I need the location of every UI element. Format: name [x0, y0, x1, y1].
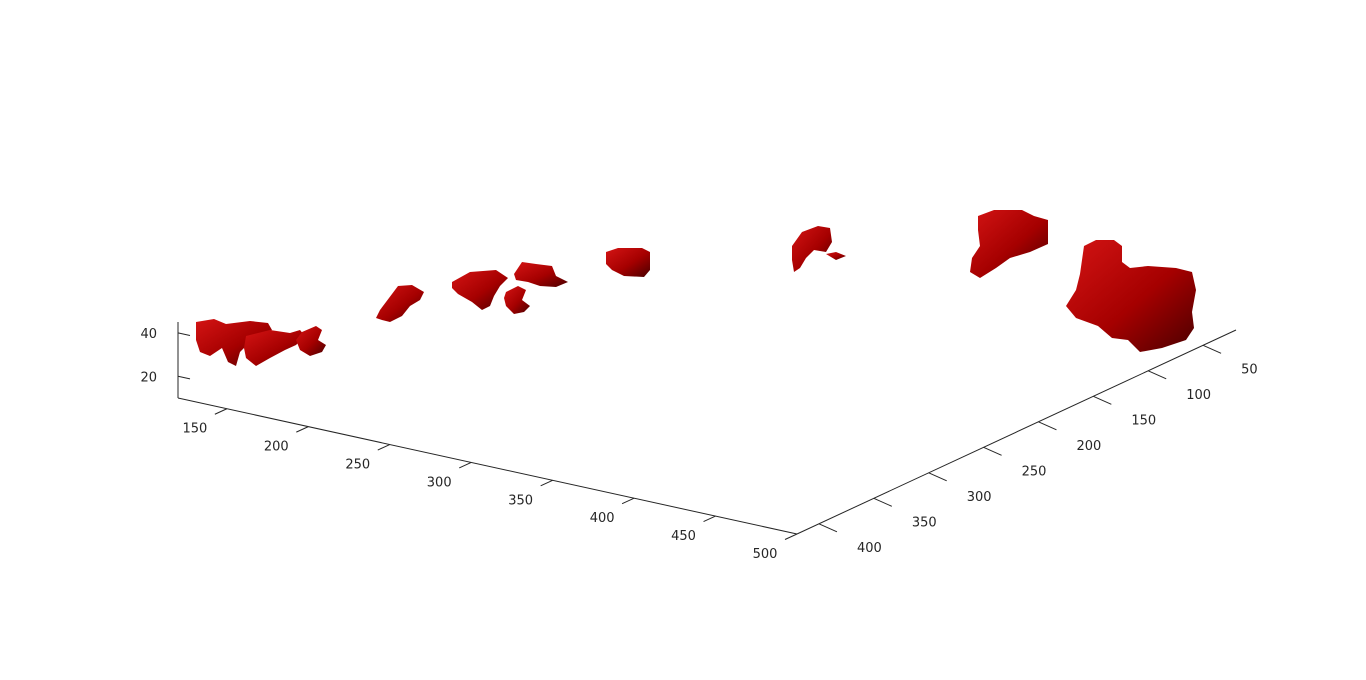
y-tick-label: 300: [967, 490, 992, 505]
z-tick-mark: [177, 332, 191, 336]
y-tick-label: 350: [912, 515, 937, 530]
isosurface-blob: [606, 248, 650, 277]
y-tick-mark: [1147, 370, 1167, 380]
y-tick-label: 50: [1241, 362, 1258, 377]
x-tick-label: 450: [671, 529, 696, 544]
isosurface-group: [196, 210, 1196, 366]
x-tick-label: 400: [590, 511, 615, 526]
x-tick-label: 150: [182, 422, 207, 437]
x-tick-label: 300: [427, 475, 452, 490]
y-tick-label: 250: [1022, 464, 1047, 479]
x-tick-mark: [703, 515, 716, 523]
z-tick-label: 40: [140, 327, 157, 342]
x-tick-mark: [459, 461, 472, 469]
isosurface-blob: [376, 285, 424, 322]
x-tick-label: 350: [508, 493, 533, 508]
isosurface-blob: [452, 270, 508, 310]
x-tick-mark: [296, 426, 309, 433]
isosurface-blob: [244, 330, 305, 366]
y-tick-label: 200: [1076, 439, 1101, 454]
x-tick-mark: [784, 533, 798, 540]
x-tick-mark: [621, 497, 635, 505]
isosurface-blob: [826, 252, 846, 260]
isosurface-blob: [504, 286, 530, 314]
x-axis-ticks: 150 200 250 300 350 400 450 500: [182, 408, 798, 562]
y-tick-mark: [1202, 344, 1222, 354]
isosurface-blob: [1066, 240, 1196, 352]
x-axis-line: [177, 397, 798, 535]
x-tick-label: 500: [753, 547, 778, 562]
y-tick-label: 100: [1186, 388, 1211, 403]
y-tick-mark: [818, 523, 838, 533]
isosurface-blob: [514, 262, 568, 287]
isosurface-blob: [296, 326, 326, 356]
x-tick-mark: [377, 444, 390, 451]
x-tick-label: 250: [345, 458, 370, 473]
x-tick-mark: [540, 479, 553, 487]
x-tick-label: 200: [264, 440, 289, 455]
isosurface-blob: [196, 319, 272, 366]
y-tick-mark: [983, 446, 1002, 456]
isosurface-blob: [970, 210, 1048, 278]
isosurface-blob: [792, 226, 832, 272]
z-tick-label: 20: [140, 370, 157, 385]
y-axis-ticks: 50 100 150 200 250 300 350 400: [818, 344, 1258, 556]
y-axis-line: [796, 329, 1237, 535]
x-tick-mark: [214, 408, 228, 415]
y-tick-mark: [1093, 395, 1112, 405]
y-tick-label: 150: [1131, 413, 1156, 428]
y-tick-label: 400: [857, 541, 882, 556]
y-tick-mark: [928, 472, 947, 482]
z-tick-mark: [177, 375, 191, 380]
y-tick-mark: [1038, 421, 1057, 431]
y-tick-mark: [873, 497, 893, 507]
